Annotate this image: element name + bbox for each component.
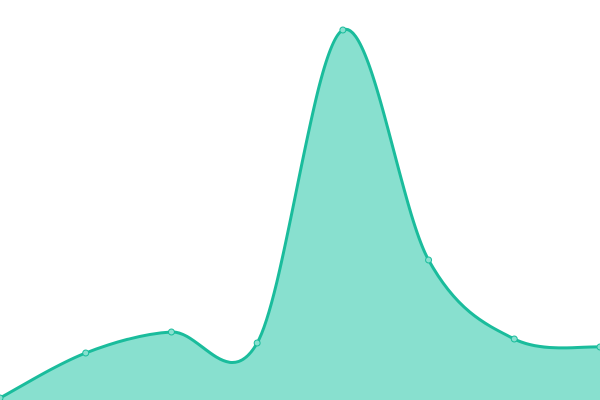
data-point	[596, 343, 600, 351]
data-point	[253, 339, 261, 347]
series-line	[0, 28, 600, 400]
data-point	[510, 335, 518, 343]
area-fill	[0, 29, 600, 400]
data-point	[339, 26, 347, 34]
data-points	[0, 26, 600, 400]
data-point	[425, 256, 433, 264]
data-point	[0, 394, 4, 400]
data-point	[82, 349, 90, 357]
data-point	[167, 328, 175, 336]
